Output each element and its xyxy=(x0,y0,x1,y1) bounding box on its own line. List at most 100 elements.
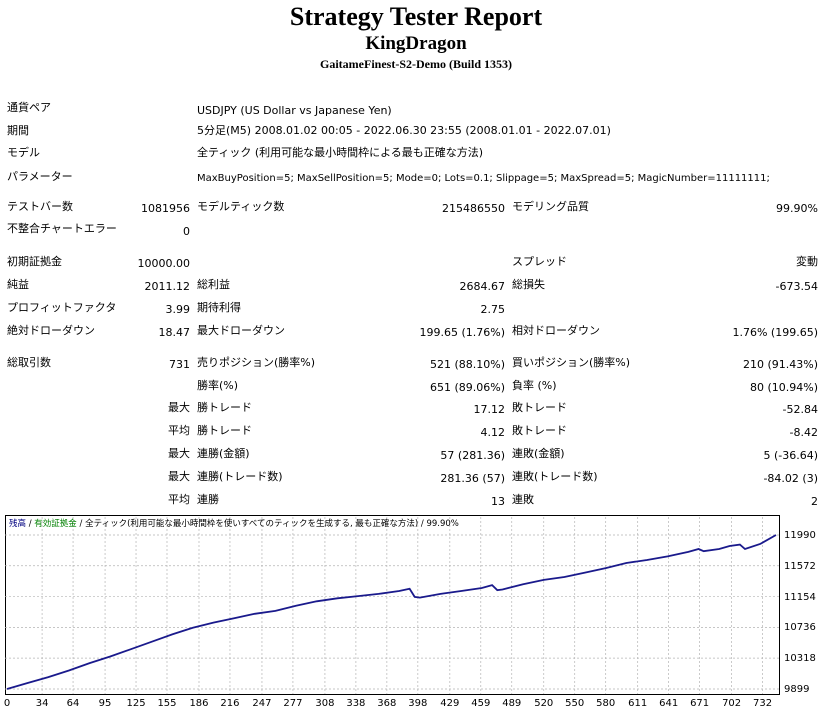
symbol-value: USDJPY (US Dollar vs Japanese Yen) xyxy=(197,104,392,117)
x-tick-label: 0 xyxy=(3,698,11,709)
x-tick-label: 155 xyxy=(157,698,177,709)
period-label: 期間 xyxy=(7,124,29,137)
gross-profit-value: 2684.67 xyxy=(459,280,506,293)
model-value: 全ティック (利用可能な最小時間枠による最も正確な方法) xyxy=(197,146,484,159)
legend-quality: 99.90% xyxy=(426,519,458,529)
balance-line xyxy=(6,534,777,690)
abs-drawdown-value: 18.47 xyxy=(158,326,191,339)
max-word-3: 最大 xyxy=(168,470,190,483)
x-tick-label: 702 xyxy=(722,698,742,709)
x-tick-label: 459 xyxy=(471,698,491,709)
x-tick-label: 186 xyxy=(189,698,209,709)
short-positions-label: 売りポジション(勝率%) xyxy=(197,356,316,369)
y-tick-label: 10318 xyxy=(784,653,816,665)
max-drawdown-value: 199.65 (1.76%) xyxy=(419,326,505,339)
avg-win-value: 4.12 xyxy=(480,426,506,439)
long-positions-label: 買いポジション(勝率%) xyxy=(512,356,631,369)
win-rate-value: 651 (89.06%) xyxy=(429,381,505,394)
total-trades-value: 731 xyxy=(169,358,190,371)
bars-value: 1081956 xyxy=(141,202,190,215)
period-value: 5分足(M5) 2008.01.02 00:05 - 2022.06.30 23… xyxy=(197,124,611,137)
x-tick-label: 125 xyxy=(126,698,146,709)
x-tick-label: 368 xyxy=(377,698,397,709)
y-tick-label: 11572 xyxy=(784,560,816,572)
max-drawdown-label: 最大ドローダウン xyxy=(197,324,285,337)
win-rate-label: 勝率(%) xyxy=(197,379,239,392)
y-tick-label: 11990 xyxy=(784,530,816,541)
cons-losses-label: 連敗(金額) xyxy=(512,447,565,460)
bars-label: テストバー数 xyxy=(7,200,73,213)
x-tick-label: 429 xyxy=(440,698,460,709)
cons-loss-value: -84.02 (3) xyxy=(763,472,818,485)
expected-payoff-label: 期待利得 xyxy=(197,301,241,314)
ticks-value: 215486550 xyxy=(442,202,505,215)
cons-loss-label: 連敗(トレード数) xyxy=(512,470,598,483)
cons-profit-label: 連勝(トレード数) xyxy=(197,470,283,483)
x-tick-label: 216 xyxy=(220,698,240,709)
x-tick-label: 641 xyxy=(659,698,679,709)
balance-chart: 残高 / 有効証拠金 / 全ティック(利用可能な最小時間枠を使いすべてのティック… xyxy=(5,515,780,695)
profit-factor-value: 3.99 xyxy=(165,303,191,316)
params-value: MaxBuyPosition=5; MaxSellPosition=5; Mod… xyxy=(197,173,770,184)
deposit-label: 初期証拠金 xyxy=(7,255,62,268)
max-word: 最大 xyxy=(168,401,190,414)
rel-drawdown-label: 相対ドローダウン xyxy=(512,324,600,337)
chart-legend: 残高 / 有効証拠金 / 全ティック(利用可能な最小時間枠を使いすべてのティック… xyxy=(9,518,459,529)
avg-loss-label: 敗トレード xyxy=(512,424,567,437)
x-tick-label: 732 xyxy=(753,698,773,709)
legend-equity: 有効証拠金 xyxy=(34,518,77,529)
server-name: GaitameFinest-S2-Demo (Build 1353) xyxy=(320,57,512,71)
profit-factor-label: プロフィットファクタ xyxy=(7,301,117,314)
x-tick-label: 64 xyxy=(66,698,80,709)
cons-wins-label: 連勝(金額) xyxy=(197,447,250,460)
total-trades-label: 総取引数 xyxy=(7,356,51,369)
cons-profit-value: 281.36 (57) xyxy=(440,472,505,485)
cons-wins-value: 57 (281.36) xyxy=(440,449,505,462)
avg-cons-losses-value: 2 xyxy=(811,495,818,508)
x-tick-label: 520 xyxy=(534,698,554,709)
x-tick-label: 671 xyxy=(690,698,710,709)
quality-label: モデリング品質 xyxy=(512,200,589,213)
avg-word-2: 平均 xyxy=(168,493,190,506)
x-tick-label: 550 xyxy=(565,698,585,709)
x-tick-label: 398 xyxy=(408,698,428,709)
x-tick-label: 34 xyxy=(35,698,49,709)
chart-frame xyxy=(5,515,780,695)
abs-drawdown-label: 絶対ドローダウン xyxy=(7,324,95,337)
spread-label: スプレッド xyxy=(512,255,567,268)
expected-payoff-value: 2.75 xyxy=(480,303,506,316)
avg-word: 平均 xyxy=(168,424,190,437)
legend-separator: / xyxy=(418,519,426,529)
largest-win-label: 勝トレード xyxy=(197,401,252,414)
x-tick-label: 611 xyxy=(628,698,648,709)
largest-loss-label: 敗トレード xyxy=(512,401,567,414)
max-word-2: 最大 xyxy=(168,447,190,460)
cons-losses-value: 5 (-36.64) xyxy=(763,449,818,462)
loss-rate-value: 80 (10.94%) xyxy=(749,381,818,394)
avg-cons-losses-label: 連敗 xyxy=(512,493,534,506)
legend-separator: / xyxy=(77,519,85,529)
gross-loss-value: -673.54 xyxy=(775,280,818,293)
x-tick-label: 247 xyxy=(252,698,272,709)
mismatch-label: 不整合チャートエラー xyxy=(7,222,117,235)
largest-win-value: 17.12 xyxy=(473,403,506,416)
gross-profit-label: 総利益 xyxy=(197,278,230,291)
x-tick-label: 308 xyxy=(315,698,335,709)
x-tick-label: 489 xyxy=(502,698,522,709)
legend-balance: 残高 xyxy=(9,518,26,529)
avg-win-label: 勝トレード xyxy=(197,424,252,437)
net-profit-label: 純益 xyxy=(7,278,29,291)
avg-cons-wins-value: 13 xyxy=(491,495,505,508)
y-tick-label: 9899 xyxy=(784,684,810,695)
avg-cons-wins-label: 連勝 xyxy=(197,493,219,506)
quality-value: 99.90% xyxy=(776,202,818,215)
ticks-label: モデルティック数 xyxy=(197,200,285,213)
x-tick-label: 580 xyxy=(596,698,616,709)
params-label: パラメーター xyxy=(7,170,73,183)
legend-model: 全ティック(利用可能な最小時間枠を使いすべてのティックを生成する, 最も正確な方… xyxy=(85,518,418,529)
ea-name: KingDragon xyxy=(365,33,467,54)
mismatch-value: 0 xyxy=(183,225,190,238)
long-positions-value: 210 (91.43%) xyxy=(742,358,818,371)
avg-loss-value: -8.42 xyxy=(789,426,818,439)
gross-loss-label: 総損失 xyxy=(512,278,545,291)
